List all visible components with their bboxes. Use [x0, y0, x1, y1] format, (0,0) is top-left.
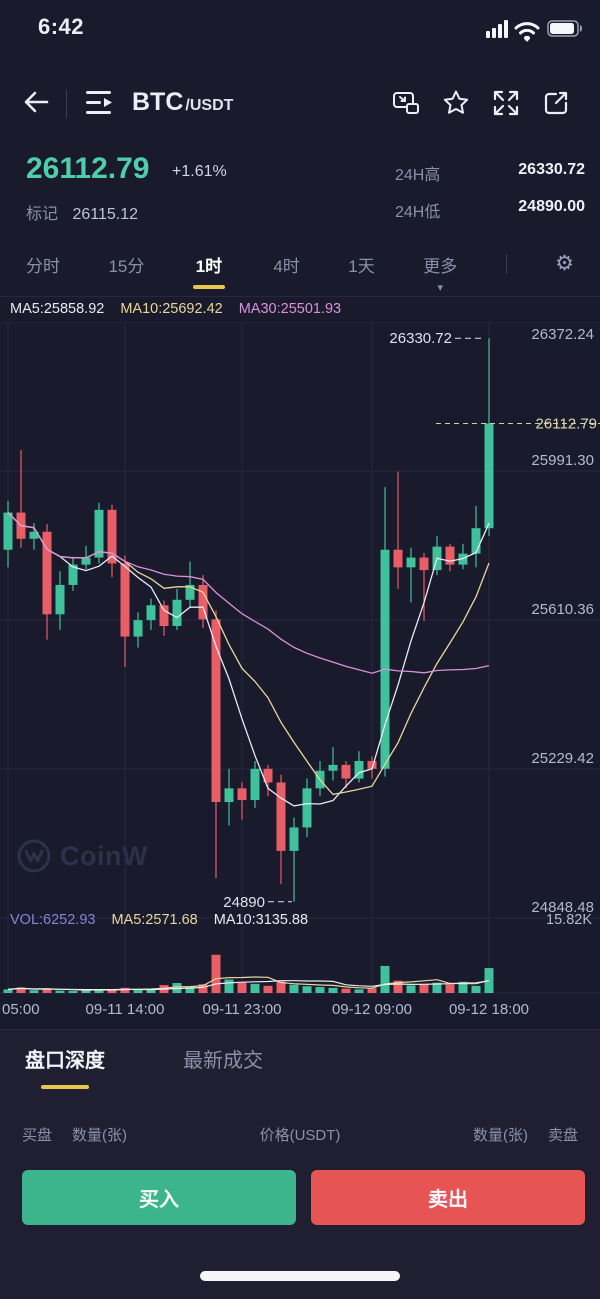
pair-base: BTC: [132, 88, 184, 116]
svg-text:26330.72: 26330.72: [389, 330, 452, 347]
orderbook-panel: [0, 1030, 600, 1299]
high-24h-label: 24H高: [395, 167, 441, 184]
mark-label: 标记: [26, 206, 59, 223]
svg-text:25229.42: 25229.42: [531, 750, 594, 767]
orderbook-tabs: 盘口深度 最新成交: [25, 1044, 263, 1089]
orderbook-header: 买盘 数量(张) 价格(USDT) 数量(张) 卖盘: [0, 1124, 600, 1145]
chart-settings-button[interactable]: ⚙: [555, 247, 574, 276]
cellular-icon: [486, 20, 508, 38]
mark-price-row: 标记 26115.12: [26, 200, 138, 224]
watermark: CoinW: [16, 838, 148, 874]
tab-timeframe-1d[interactable]: 1天: [348, 257, 375, 276]
price-ma-label-1: MA10:25692.42: [120, 301, 223, 317]
low-24h-value: 24890.00: [518, 198, 585, 215]
tab-timeframe-4h[interactable]: 4时: [273, 257, 300, 276]
pair-quote: /USDT: [185, 97, 234, 114]
wifi-icon: [514, 22, 540, 42]
sell-button[interactable]: 卖出: [311, 1170, 585, 1225]
svg-text:09-11 14:00: 09-11 14:00: [86, 1001, 165, 1018]
high-24h-row: 24H高 26330.72: [395, 161, 585, 185]
price-ma-label-0: MA5:25858.92: [10, 301, 105, 317]
chart-style-icon[interactable]: [391, 88, 421, 118]
tab-timeframe-fenshi[interactable]: 分时: [26, 257, 60, 276]
svg-text:05:00: 05:00: [2, 1001, 40, 1018]
coinw-logo-icon: [17, 839, 51, 873]
active-tab-underline: [192, 285, 225, 289]
tabs-divider: [505, 254, 507, 274]
volume-indicator-labels: VOL:6252.93 MA5:2571.68 MA10:3135.88 15.82K: [10, 912, 592, 928]
more-timeframes-button[interactable]: 更多 ▾: [423, 257, 458, 294]
timeframe-tabs: 分时 15分 1时 4时 1天 更多 ▾ ⚙: [0, 247, 600, 294]
col-buy-amount: 数量(张): [72, 1127, 128, 1144]
volume-label-0: VOL:6252.93: [10, 912, 96, 928]
gear-icon: ⚙: [555, 252, 574, 275]
watermark-text: CoinW: [60, 840, 148, 871]
indicator-list-button[interactable]: [84, 88, 116, 118]
svg-text:09-12 09:00: 09-12 09:00: [332, 1001, 412, 1018]
high-24h-value: 26330.72: [518, 161, 585, 178]
price-ma-label-2: MA30:25501.93: [238, 301, 342, 317]
volume-label-1: MA5:2571.68: [111, 912, 198, 928]
status-icons: [486, 20, 583, 42]
last-price: 26112.79: [26, 152, 150, 185]
price-ma-labels: MA5:25858.92 MA10:25692.42 MA30:25501.93: [10, 301, 341, 317]
pair-title: BTC /USDT: [132, 88, 233, 117]
mark-price: 26115.12: [72, 206, 139, 223]
svg-text:24890: 24890: [223, 894, 265, 911]
col-buy-side: 买盘: [22, 1127, 53, 1144]
low-24h-row: 24H低 24890.00: [395, 198, 585, 222]
back-button[interactable]: [20, 86, 52, 118]
active-book-tab-underline: [41, 1085, 89, 1089]
buy-button[interactable]: 买入: [22, 1170, 296, 1225]
svg-text:26112.79: 26112.79: [536, 415, 597, 432]
svg-text:24848.48: 24848.48: [531, 899, 594, 916]
col-sell-side: 卖盘: [547, 1127, 578, 1144]
price-change-percent: +1.61%: [172, 163, 227, 180]
svg-text:09-12 18:00: 09-12 18:00: [449, 1001, 529, 1018]
volume-axis-max: 15.82K: [546, 912, 592, 928]
favorite-star-icon[interactable]: [441, 88, 471, 118]
col-sell-amount: 数量(张): [472, 1127, 528, 1144]
chart-top-border: [0, 296, 600, 297]
status-time: 6:42: [38, 14, 85, 39]
share-icon[interactable]: [541, 88, 571, 118]
tab-timeframe-1h[interactable]: 1时: [192, 248, 225, 289]
trade-actions: 买入 卖出: [0, 1170, 600, 1225]
section-divider: [0, 1029, 600, 1030]
kline-chart[interactable]: 26112.79 26330.72 24890 26372.24 25991.30 256…: [0, 322, 600, 1024]
battery-icon: [547, 20, 583, 37]
tab-latest-trades[interactable]: 最新成交: [183, 1050, 263, 1072]
home-indicator[interactable]: [200, 1271, 400, 1281]
svg-text:09-11 23:00: 09-11 23:00: [203, 1001, 282, 1018]
svg-text:25610.36: 25610.36: [531, 601, 594, 618]
svg-text:25991.30: 25991.30: [531, 452, 594, 469]
low-24h-label: 24H低: [395, 204, 441, 221]
header-divider: [66, 90, 67, 118]
caret-down-icon: ▾: [437, 282, 443, 294]
volume-label-2: MA10:3135.88: [213, 912, 309, 928]
col-price: 价格(USDT): [259, 1127, 341, 1144]
svg-text:26372.24: 26372.24: [531, 326, 594, 343]
tab-depth[interactable]: 盘口深度: [25, 1044, 105, 1089]
tab-timeframe-15m[interactable]: 15分: [108, 257, 145, 276]
fullscreen-icon[interactable]: [491, 88, 521, 118]
